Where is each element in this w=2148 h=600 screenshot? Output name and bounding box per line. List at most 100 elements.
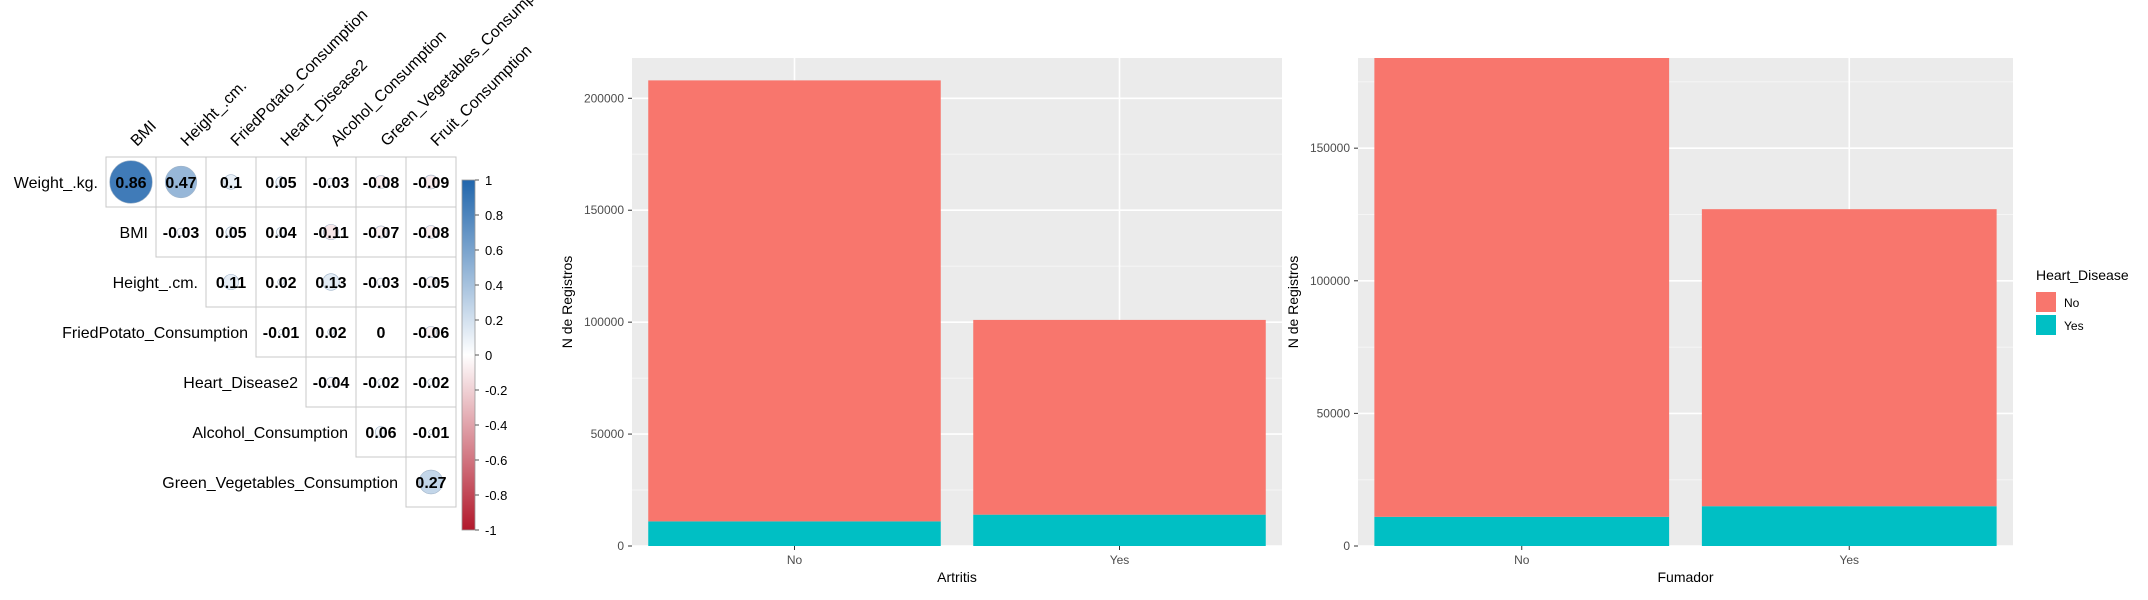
corr-row-label: Alcohol_Consumption [192, 425, 348, 442]
legend-title: Heart_Disease [2036, 267, 2129, 283]
legend-label: No [2064, 296, 2080, 310]
corr-value-label: -0.01 [263, 325, 300, 342]
corr-circle [326, 177, 336, 187]
corr-value-label: -0.11 [313, 225, 349, 242]
colorbar-tick-label: -0.6 [485, 453, 507, 468]
corr-value-label: 0.02 [315, 325, 346, 342]
corr-value-label: -0.01 [413, 425, 450, 442]
corr-circle [225, 226, 237, 238]
colorbar-tick-label: -1 [485, 523, 497, 538]
y-tick-label: 200000 [584, 91, 624, 105]
bar-segment-no [973, 319, 1266, 515]
corr-circle [223, 274, 239, 290]
corr-circle [326, 377, 336, 387]
corr-circle [223, 174, 239, 190]
x-tick-label: Yes [1839, 553, 1859, 567]
corr-value-label: -0.09 [413, 175, 450, 192]
bar-segment-no [1374, 58, 1670, 517]
x-tick-label: No [1514, 553, 1530, 567]
corr-row-label: FriedPotato_Consumption [62, 325, 248, 342]
corr-row-label: Weight_.kg. [14, 175, 98, 192]
y-tick-label: 50000 [1317, 406, 1351, 420]
corr-circle [109, 160, 153, 204]
y-tick-label: 0 [617, 539, 624, 553]
corr-value-label: -0.04 [313, 375, 350, 392]
corr-circle [323, 224, 339, 240]
x-axis-title: Artritis [937, 569, 977, 585]
corr-value-label: 0.11 [216, 275, 246, 292]
colorbar-tick-label: 0.2 [485, 313, 503, 328]
corr-value-label: -0.03 [363, 275, 400, 292]
corr-cell [155, 206, 207, 258]
bar-segment-yes [1374, 516, 1670, 546]
colorbar-tick-label: -0.4 [485, 418, 507, 433]
corr-circle [374, 175, 388, 189]
y-tick-label: 50000 [591, 427, 625, 441]
x-tick-label: No [787, 553, 803, 567]
colorbar-tick-label: 0.6 [485, 243, 503, 258]
y-tick-label: 100000 [584, 315, 624, 329]
corr-value-label: 0.1 [220, 175, 242, 192]
colorbar-tick-label: -0.2 [485, 383, 507, 398]
corr-value-label: 0.02 [265, 275, 296, 292]
colorbar-tick-label: 0 [485, 348, 492, 363]
corr-value-label: 0.04 [265, 225, 296, 242]
y-tick-label: 150000 [584, 203, 624, 217]
corr-value-label: -0.08 [363, 175, 400, 192]
colorbar-tick-label: 1 [485, 173, 492, 188]
corr-value-label: 0.47 [165, 175, 196, 192]
y-tick-label: 0 [1343, 539, 1350, 553]
corr-circle [278, 329, 284, 335]
corr-value-label: -0.08 [413, 225, 450, 242]
corr-row-label: Height_.cm. [113, 275, 198, 292]
x-tick-label: Yes [1110, 553, 1130, 567]
corr-value-label: -0.03 [313, 175, 350, 192]
corr-circle [418, 469, 444, 495]
corr-value-label: 0.05 [215, 225, 246, 242]
corr-row-label: BMI [120, 225, 148, 242]
corr-value-label: 0.13 [315, 275, 346, 292]
colorbar-tick-label: 0.8 [485, 208, 503, 223]
corr-circle [425, 326, 437, 338]
colorbar [461, 179, 476, 531]
corr-circle [277, 278, 285, 286]
colorbar-tick-label: -0.8 [485, 488, 507, 503]
bar-segment-yes [648, 521, 941, 546]
correlation-matrix: 0.86 0.47 0.1 0.05 -0.03 -0.08 -0.09 -0.03 0.05 0… [14, 0, 557, 538]
corr-circle [424, 225, 438, 239]
fumador-bar-chart: 0 50000 100000 150000 No Yes Fumador N de Regis… [1285, 58, 2013, 585]
corr-circle [375, 426, 387, 438]
heart-disease-legend: Heart_Disease No Yes [2036, 267, 2129, 335]
corr-value-label: -0.06 [413, 325, 450, 342]
corr-value-label: -0.02 [363, 375, 400, 392]
corr-row-label: Green_Vegetables_Consumption [162, 475, 398, 492]
corr-circle [374, 225, 388, 239]
corr-circle [322, 273, 340, 291]
corr-value-label: -0.07 [363, 225, 400, 242]
corr-circle [164, 165, 198, 199]
corr-circle [276, 227, 286, 237]
x-axis-title: Fumador [1657, 569, 1713, 585]
corr-circle [427, 378, 435, 386]
bar-segment-yes [1701, 506, 1997, 546]
legend-swatch-no [2036, 292, 2056, 312]
corr-circle [428, 429, 434, 435]
corr-circle [176, 227, 186, 237]
corr-value-label: 0.86 [115, 175, 146, 192]
corr-row-label: Heart_Disease2 [183, 375, 298, 392]
corr-circle [423, 174, 439, 190]
corr-circle [377, 378, 385, 386]
corr-value-label: 0 [377, 325, 386, 342]
corr-value-label: -0.03 [163, 225, 200, 242]
corr-value-label: -0.05 [413, 275, 450, 292]
bar-segment-yes [973, 514, 1266, 546]
corr-value-label: 0.05 [265, 175, 296, 192]
corr-circle [275, 176, 287, 188]
y-tick-label: 100000 [1310, 274, 1350, 288]
corr-circle [425, 276, 437, 288]
corr-circle [327, 328, 335, 336]
bar-segment-no [1701, 209, 1997, 507]
legend-label: Yes [2064, 319, 2084, 333]
corr-value-label: 0.27 [415, 475, 446, 492]
